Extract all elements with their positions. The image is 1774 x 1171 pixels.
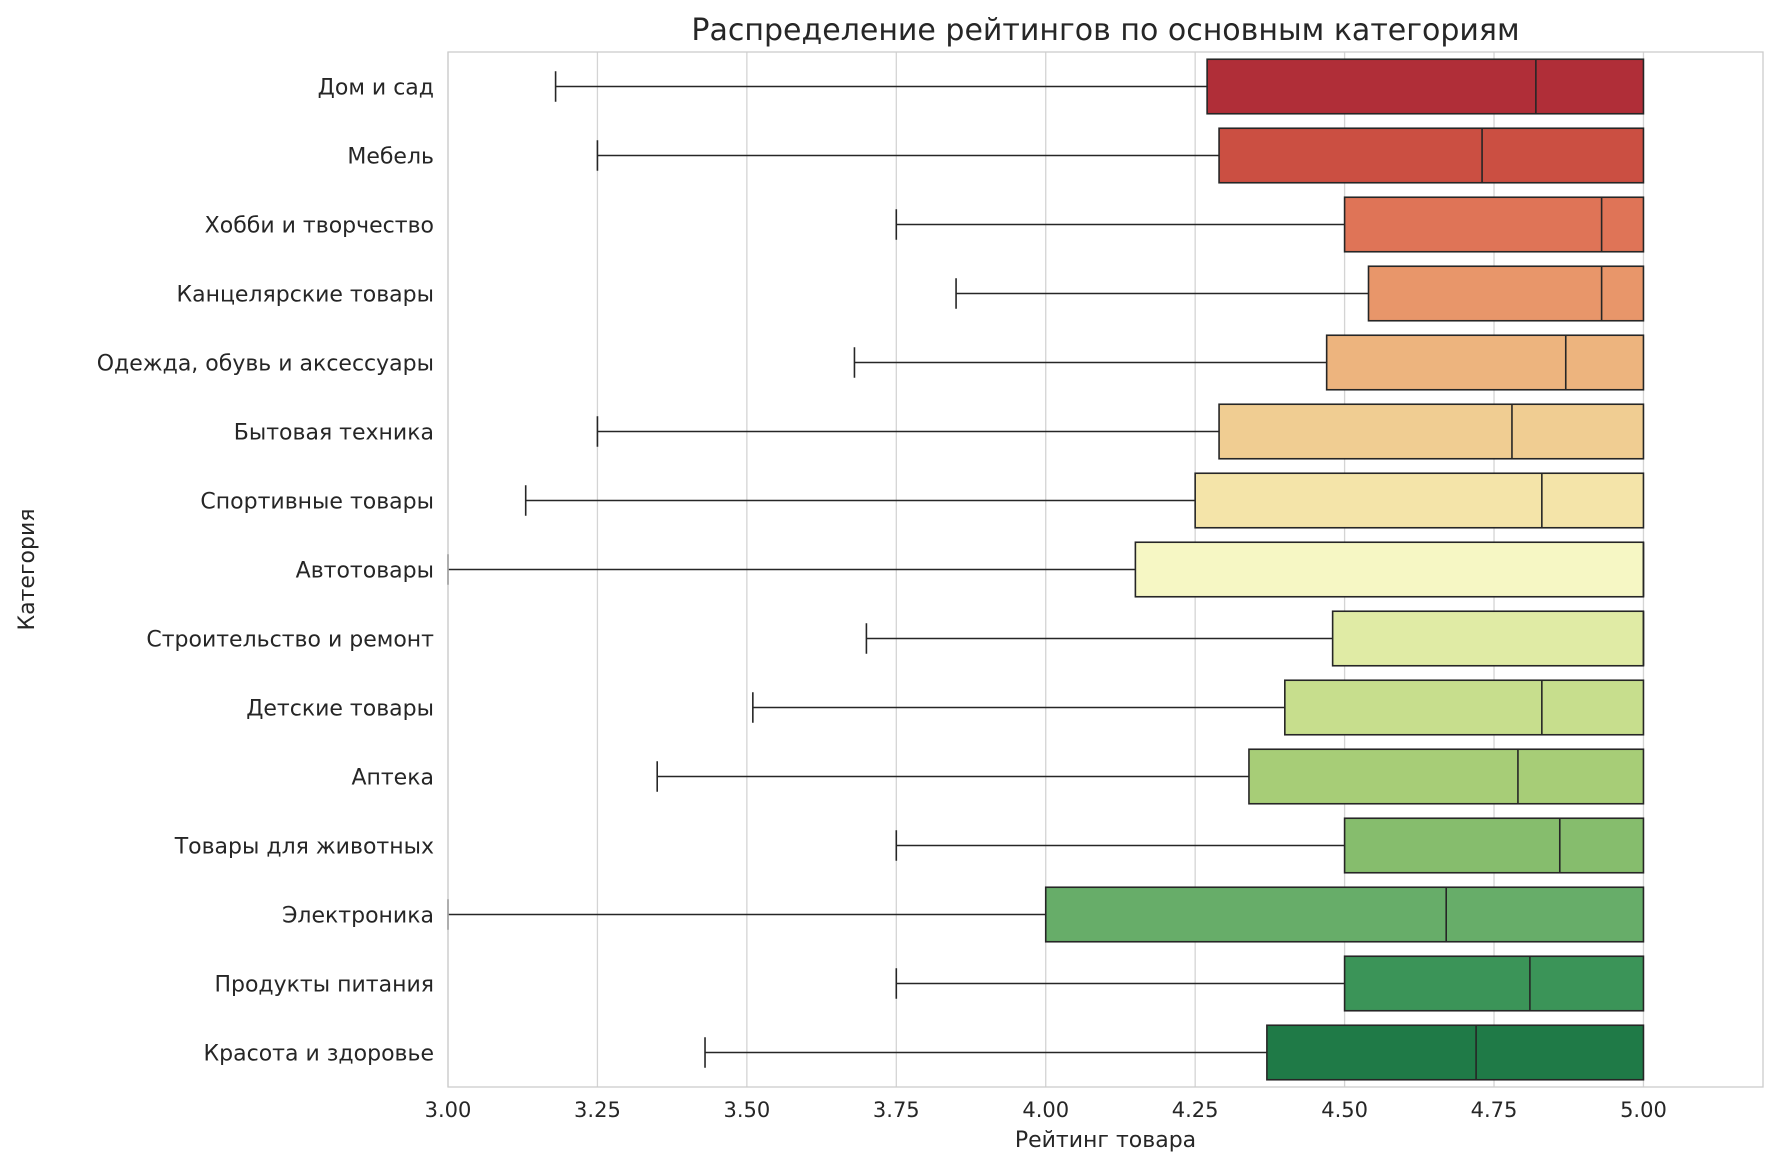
x-tick-labels: 3.00 3.25 3.50 3.75 4.00 4.25 4.50 4.75 5.00	[425, 1098, 1667, 1122]
iqr-box	[1325, 334, 1645, 391]
iqr-box	[1218, 403, 1645, 460]
iqr-box	[1367, 265, 1645, 322]
y-category-label: Продукты питания	[214, 973, 434, 998]
box-series	[447, 58, 1645, 1081]
x-tick-label: 4.75	[1471, 1098, 1518, 1122]
iqr-box	[1206, 58, 1645, 115]
box-7	[524, 472, 1645, 529]
box-11	[656, 748, 1645, 805]
iqr-box	[1266, 1024, 1645, 1081]
iqr-box	[1331, 610, 1645, 667]
box-10	[752, 679, 1645, 736]
box-3	[895, 196, 1645, 253]
x-tick-label: 4.00	[1022, 1098, 1069, 1122]
chart-title: Распределение рейтингов по основным кате…	[691, 13, 1519, 48]
x-tick-label: 3.50	[723, 1098, 770, 1122]
iqr-box	[1044, 886, 1645, 943]
box-8	[447, 541, 1645, 598]
x-tick-label: 3.00	[425, 1098, 472, 1122]
x-tick-label: 3.25	[574, 1098, 621, 1122]
y-category-label: Красота и здоровье	[204, 1042, 434, 1067]
box-12	[895, 817, 1645, 874]
box-9	[865, 610, 1645, 667]
y-category-label: Товары для животных	[174, 835, 434, 860]
y-category-label: Хобби и творчество	[205, 214, 434, 239]
box-4	[955, 265, 1645, 322]
y-category-label: Детские товары	[246, 697, 434, 722]
y-category-label: Автотовары	[296, 559, 434, 584]
y-axis-label: Категория	[15, 509, 40, 631]
iqr-box	[1134, 541, 1645, 598]
iqr-box	[1343, 196, 1645, 253]
x-tick-label: 4.25	[1172, 1098, 1219, 1122]
x-axis-label: Рейтинг товара	[1015, 1128, 1196, 1153]
y-category-labels: Дом и сад Мебель Хобби и творчество Канцеля…	[97, 76, 434, 1067]
y-category-label: Мебель	[347, 145, 434, 170]
y-category-label: Аптека	[351, 766, 434, 791]
box-1	[554, 58, 1645, 115]
y-category-label: Одежда, обувь и аксессуары	[97, 352, 434, 377]
iqr-box	[1248, 748, 1645, 805]
iqr-box	[1343, 955, 1645, 1012]
x-tick-label: 3.75	[873, 1098, 920, 1122]
x-tick-label: 4.50	[1321, 1098, 1368, 1122]
iqr-box	[1218, 127, 1645, 184]
box-5	[853, 334, 1645, 391]
y-category-label: Бытовая техника	[234, 421, 434, 446]
y-category-label: Дом и сад	[318, 76, 434, 101]
y-category-label: Строительство и ремонт	[146, 628, 434, 653]
y-category-label: Канцелярские товары	[176, 283, 434, 308]
x-tick-label: 5.00	[1620, 1098, 1667, 1122]
iqr-box	[1284, 679, 1645, 736]
iqr-box	[1343, 817, 1645, 874]
plot-frame	[447, 51, 1764, 1088]
y-category-label: Спортивные товары	[200, 490, 434, 515]
box-14	[895, 955, 1645, 1012]
box-2	[596, 127, 1645, 184]
iqr-box	[1194, 472, 1645, 529]
box-6	[596, 403, 1645, 460]
y-category-label: Электроника	[282, 904, 434, 929]
box-13	[447, 886, 1645, 943]
box-15	[704, 1024, 1645, 1081]
